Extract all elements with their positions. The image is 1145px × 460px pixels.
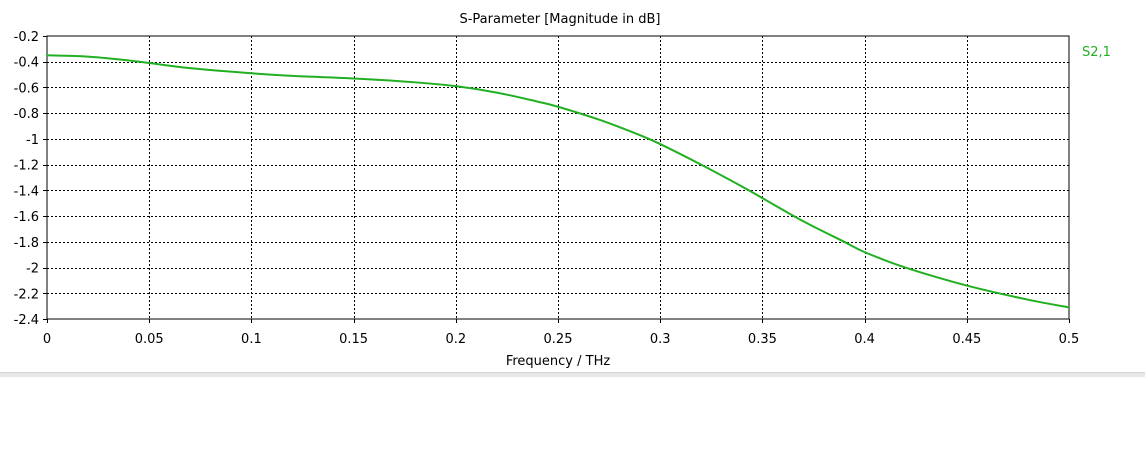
axis-ticks: 0 0.05 0.1 0.15 0.2 0.25 0.3 0.35 0.4 0.45 0.5 -0.2… [14, 30, 1080, 347]
y-tick-label: -0.6 [14, 81, 39, 96]
x-axis-label: Frequency / THz [506, 354, 611, 369]
chart-area: 0 0.05 0.1 0.15 0.2 0.25 0.3 0.35 0.4 0.45 0.5 -0.2… [14, 12, 1111, 369]
series-line-s21[interactable] [46, 54, 1070, 309]
x-tick-label: 0.35 [748, 332, 777, 347]
y-tick-label: -1.4 [14, 184, 39, 199]
x-tick-label: 0.2 [445, 332, 466, 347]
grid [47, 36, 1069, 319]
y-tick-label: -1.8 [14, 236, 39, 251]
x-tick-label: 0 [43, 332, 51, 347]
x-tick-label: 0.5 [1059, 332, 1080, 347]
series-layer [46, 54, 1070, 309]
x-tick-label: 0.15 [339, 332, 368, 347]
y-tick-label: -1 [26, 133, 39, 148]
x-tick-label: 0.1 [241, 332, 262, 347]
plot-panel: 0 0.05 0.1 0.15 0.2 0.25 0.3 0.35 0.4 0.45 0.5 -0.2… [13, 12, 1111, 369]
chart-title: S-Parameter [Magnitude in dB] [459, 12, 660, 27]
x-tick-label: 0.05 [135, 332, 164, 347]
x-tick-label: 0.25 [544, 332, 573, 347]
y-tick-label: -0.8 [14, 107, 39, 122]
y-tick-label: -0.4 [14, 56, 39, 71]
y-tick-label: -0.2 [14, 30, 39, 45]
y-tick-label: -1.2 [14, 159, 39, 174]
x-tick-label: 0.3 [650, 332, 671, 347]
y-tick-label: -2 [26, 262, 39, 277]
y-tick-label: -1.6 [14, 210, 39, 225]
y-tick-label: -2.4 [14, 313, 39, 328]
y-tick-label: -2.2 [14, 287, 39, 302]
x-tick-label: 0.45 [952, 332, 981, 347]
panel-divider [0, 372, 1145, 377]
x-tick-label: 0.4 [854, 332, 875, 347]
legend-series-s21[interactable]: S2,1 [1082, 45, 1111, 60]
